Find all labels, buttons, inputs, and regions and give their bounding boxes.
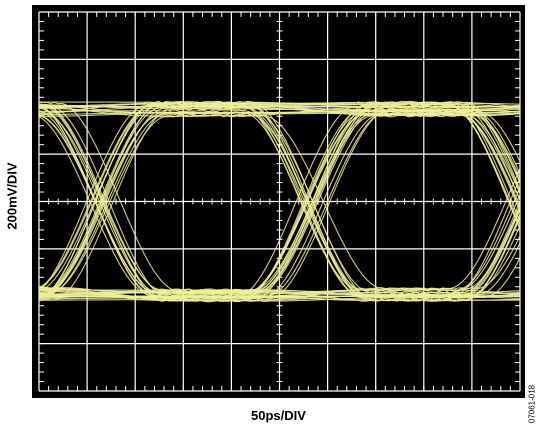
eye-trace [38,106,521,297]
grid-ticks [38,11,521,392]
eye-trace [38,102,521,294]
y-axis-label: 200mV/DIV [4,162,20,230]
eye-trace [38,105,521,295]
eye-trace [38,289,521,298]
eye-trace [39,100,521,201]
eye-trace [38,217,521,302]
x-axis-label: 50ps/DIV [251,408,306,423]
eye-trace [39,109,521,296]
eye-trace [38,103,521,293]
eye-trace [38,110,521,296]
eye-trace [38,107,521,300]
eye-traces [38,100,521,303]
eye-trace [39,102,521,209]
figure-id: 07061-018 [527,384,537,424]
eye-trace [39,294,521,299]
eye-trace [39,107,521,116]
eye-trace [38,112,521,302]
eye-diagram-plot [32,5,525,398]
